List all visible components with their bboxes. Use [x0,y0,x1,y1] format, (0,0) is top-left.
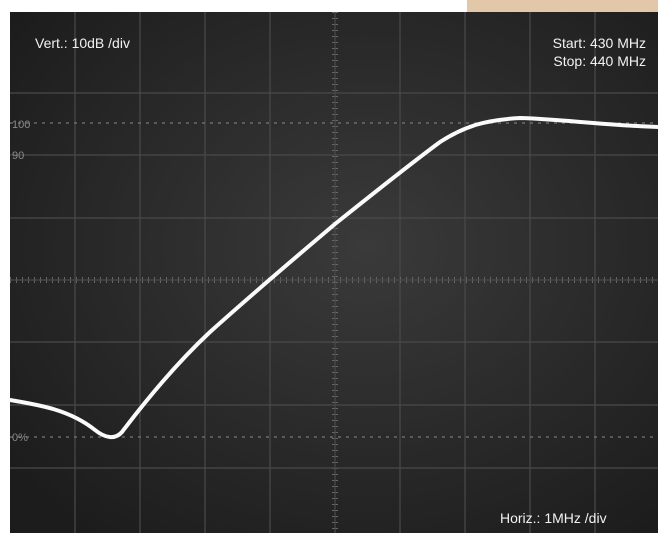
horizontal-scale: Horiz.: 1MHz /div [500,510,607,526]
page: Vert.: 10dB /div Start: 430 MHz Stop: 44… [0,0,658,533]
marker-90: 90 [12,150,24,162]
scope-photo: Vert.: 10dB /div Start: 430 MHz Stop: 44… [0,0,658,533]
stop-frequency: Stop: 440 MHz [553,53,646,69]
vertical-scale: Vert.: 10dB /div [35,35,130,51]
start-frequency: Start: 430 MHz [553,35,646,51]
marker-0: 0% [12,432,28,444]
marker-100: 100 [12,119,30,131]
